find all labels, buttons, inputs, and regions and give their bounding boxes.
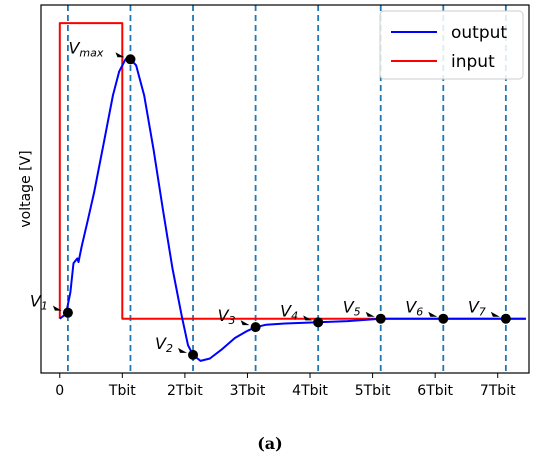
annotation-V_2: V2 [155,334,173,355]
marker-V_2 [188,349,199,360]
annotation-arrow-V_3 [240,320,250,326]
marker-V_7 [500,313,511,324]
annotation-V_3: V3 [218,306,236,327]
annotation-V_5: V5 [343,298,361,319]
annotation-arrow-V_5 [365,311,375,317]
legend-input-label: input [451,52,495,72]
marker-V_4 [313,317,324,328]
annotation-group: V1 Vmax V2 V3 V4 V5 V6 V7 [30,38,500,355]
legend: output input [379,10,524,80]
annotation-arrow-V_6 [428,311,438,317]
figure-caption: (a) [257,434,283,453]
marker-group [62,54,511,360]
x-tick-label-5: 5Tbit [355,383,391,399]
x-tick-group: 0 Tbit 2Tbit 3Tbit 4Tbit 5Tbit 6Tbit 7Tbit [55,373,516,399]
x-tick-label-7: 7Tbit [480,383,516,399]
marker-V_3 [250,322,261,333]
marker-V_6 [438,313,449,324]
x-tick-label-2: 2Tbit [167,383,203,399]
annotation-arrow-V_2 [178,347,188,353]
x-tick-label-1: Tbit [108,383,136,399]
marker-V_1 [62,307,73,318]
plot-frame [40,4,530,374]
legend-output-label: output [451,23,507,43]
annotation-V_max: Vmax [68,38,103,59]
series-output-line [59,58,526,362]
x-tick-label-6: 6Tbit [417,383,453,399]
marker-V_5 [375,313,386,324]
annotation-arrow-V_4 [303,315,313,321]
annotation-arrow-V_7 [490,311,500,317]
series-input-line [58,22,526,320]
x-tick-label-0: 0 [55,383,64,399]
annotation-V_6: V6 [405,298,423,319]
annotation-V_4: V4 [280,301,298,322]
x-tick-label-4: 4Tbit [292,383,328,399]
annotation-V_1: V1 [30,292,48,313]
series-group [58,22,526,362]
x-tick-label-3: 3Tbit [230,383,266,399]
annotation-arrow-V_max [115,52,125,58]
y-axis-label: voltage [V] [18,150,34,227]
marker-V_max [125,54,136,65]
annotation-arrow-V_1 [52,305,62,311]
annotation-V_7: V7 [468,298,486,319]
